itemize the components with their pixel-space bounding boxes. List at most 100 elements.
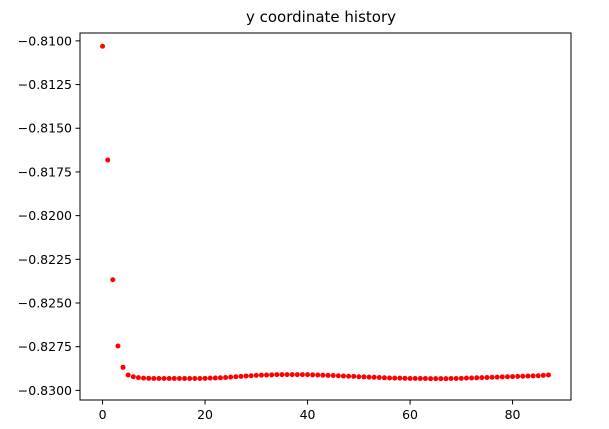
- data-point: [510, 374, 516, 380]
- data-point: [356, 374, 362, 380]
- data-point: [310, 372, 316, 378]
- y-tick-label: −0.8150: [18, 121, 72, 136]
- data-point: [525, 373, 531, 379]
- data-point: [504, 374, 510, 380]
- data-point: [176, 376, 182, 381]
- data-point: [433, 376, 439, 382]
- data-point: [422, 376, 428, 381]
- data-point: [279, 372, 285, 378]
- data-point: [371, 374, 377, 380]
- x-tick-label: 80: [505, 407, 521, 422]
- data-point: [535, 373, 541, 379]
- data-point: [253, 372, 259, 378]
- data-point: [146, 375, 152, 381]
- data-point: [105, 157, 111, 163]
- data-point: [335, 373, 341, 379]
- data-point: [469, 375, 475, 381]
- data-point: [125, 372, 131, 378]
- y-tick-label: −0.8250: [18, 296, 72, 311]
- data-point: [520, 373, 526, 379]
- data-point: [428, 376, 434, 382]
- data-point: [381, 375, 387, 381]
- data-point: [484, 374, 490, 380]
- data-point: [330, 373, 336, 379]
- data-point: [448, 376, 454, 381]
- data-point: [545, 372, 551, 378]
- x-tick-label: 0: [99, 407, 107, 422]
- data-point: [223, 374, 229, 380]
- data-point: [182, 376, 188, 381]
- data-point: [243, 373, 249, 379]
- data-point: [320, 372, 326, 378]
- data-point: [258, 372, 264, 378]
- data-point: [443, 376, 449, 382]
- data-point: [274, 372, 280, 378]
- data-point: [100, 43, 106, 49]
- y-tick-label: −0.8125: [18, 77, 72, 92]
- data-point: [233, 374, 239, 380]
- data-point: [141, 375, 147, 381]
- data-point: [392, 375, 398, 381]
- data-point: [135, 375, 141, 381]
- data-point: [474, 375, 480, 381]
- data-point: [305, 372, 311, 378]
- data-point: [156, 376, 162, 381]
- data-point: [115, 343, 121, 349]
- data-point: [207, 375, 213, 381]
- data-point: [463, 375, 469, 381]
- data-point: [417, 376, 423, 381]
- data-point: [192, 376, 198, 381]
- data-point: [264, 372, 270, 378]
- x-tick-label: 60: [402, 407, 418, 422]
- x-tick-label: 20: [197, 407, 213, 422]
- data-point: [269, 372, 275, 378]
- data-point: [228, 374, 234, 380]
- data-point: [120, 364, 126, 370]
- data-point: [187, 376, 193, 381]
- data-point: [202, 375, 208, 381]
- y-tick-label: −0.8100: [18, 33, 72, 48]
- data-point: [438, 376, 444, 382]
- y-tick-label: −0.8200: [18, 208, 72, 223]
- data-point: [515, 373, 521, 379]
- data-point: [402, 375, 408, 381]
- data-points: [100, 43, 551, 382]
- data-point: [499, 374, 505, 380]
- data-point: [315, 372, 321, 378]
- data-point: [346, 373, 352, 379]
- data-point: [479, 375, 485, 381]
- data-point: [540, 372, 546, 378]
- data-point: [325, 372, 331, 378]
- data-point: [171, 376, 177, 381]
- data-point: [458, 375, 464, 381]
- y-tick-label: −0.8225: [18, 252, 72, 267]
- data-point: [217, 375, 223, 381]
- plot-area-frame: [79, 32, 572, 401]
- y-tick-label: −0.8275: [18, 339, 72, 354]
- data-point: [412, 376, 418, 381]
- data-point: [130, 374, 136, 380]
- x-tick-label: 40: [300, 407, 316, 422]
- data-point: [151, 376, 157, 381]
- data-point: [530, 373, 536, 379]
- chart-title: y coordinate history: [246, 8, 396, 26]
- data-point: [299, 372, 305, 378]
- data-point: [166, 376, 172, 381]
- data-point: [453, 376, 459, 381]
- data-point: [289, 372, 295, 378]
- data-point: [294, 372, 300, 378]
- data-point: [494, 374, 500, 380]
- y-tick-label: −0.8300: [18, 383, 72, 398]
- y-axis-ticks: −0.8100 −0.8125 −0.8150 −0.8175 −0.8200 −0.82…: [18, 33, 80, 398]
- x-axis-ticks: 0 20 40 60 80: [99, 400, 521, 422]
- y-tick-label: −0.8175: [18, 164, 72, 179]
- data-point: [387, 375, 393, 381]
- data-point: [361, 374, 367, 380]
- data-point: [376, 374, 382, 380]
- data-point: [407, 376, 413, 381]
- data-point: [397, 375, 403, 381]
- data-point: [366, 374, 372, 380]
- data-point: [340, 373, 346, 379]
- data-point: [238, 373, 244, 379]
